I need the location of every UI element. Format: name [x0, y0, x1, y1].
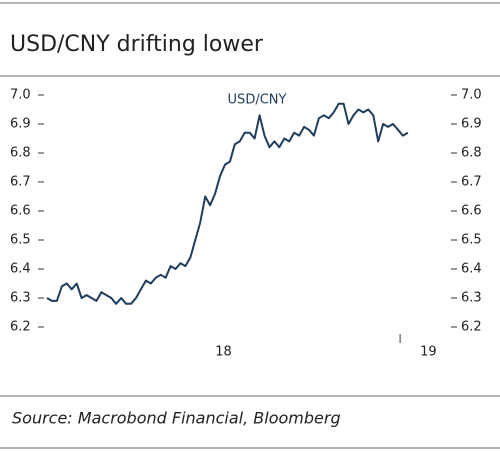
y-tick-label: 6.7: [10, 175, 31, 190]
y-tick-label: 6.8: [10, 146, 31, 161]
y-tick-label: 6.9: [10, 117, 31, 132]
y2-tick-label: 6.6: [461, 204, 482, 219]
x-tick-label: 18: [215, 345, 232, 360]
y2-tick-label: 6.3: [461, 291, 482, 306]
y2-tick-label: 7.0: [461, 88, 482, 103]
y2-tick-label: 6.8: [461, 146, 482, 161]
y2-tick-label: 6.7: [461, 175, 482, 190]
y-tick-label: 6.2: [10, 320, 31, 335]
y-tick-label: 6.6: [10, 204, 31, 219]
y2-tick-label: 6.5: [461, 233, 482, 248]
x-tick-label: 19: [420, 345, 437, 360]
y-tick-label: 6.5: [10, 233, 31, 248]
chart-title: USD/CNY drifting lower: [10, 32, 264, 57]
source: Source: Macrobond Financial, Bloomberg: [12, 409, 341, 428]
y2-tick-label: 6.4: [461, 262, 482, 277]
y-tick-label: 6.3: [10, 291, 31, 306]
series-line: [46, 102, 409, 305]
y2-tick-label: 6.9: [461, 117, 482, 132]
y-tick-label: 7.0: [10, 88, 31, 103]
y-tick-label: 6.4: [10, 262, 31, 277]
y2-tick-label: 6.2: [461, 320, 482, 335]
series-label: USD/CNY: [228, 93, 287, 108]
